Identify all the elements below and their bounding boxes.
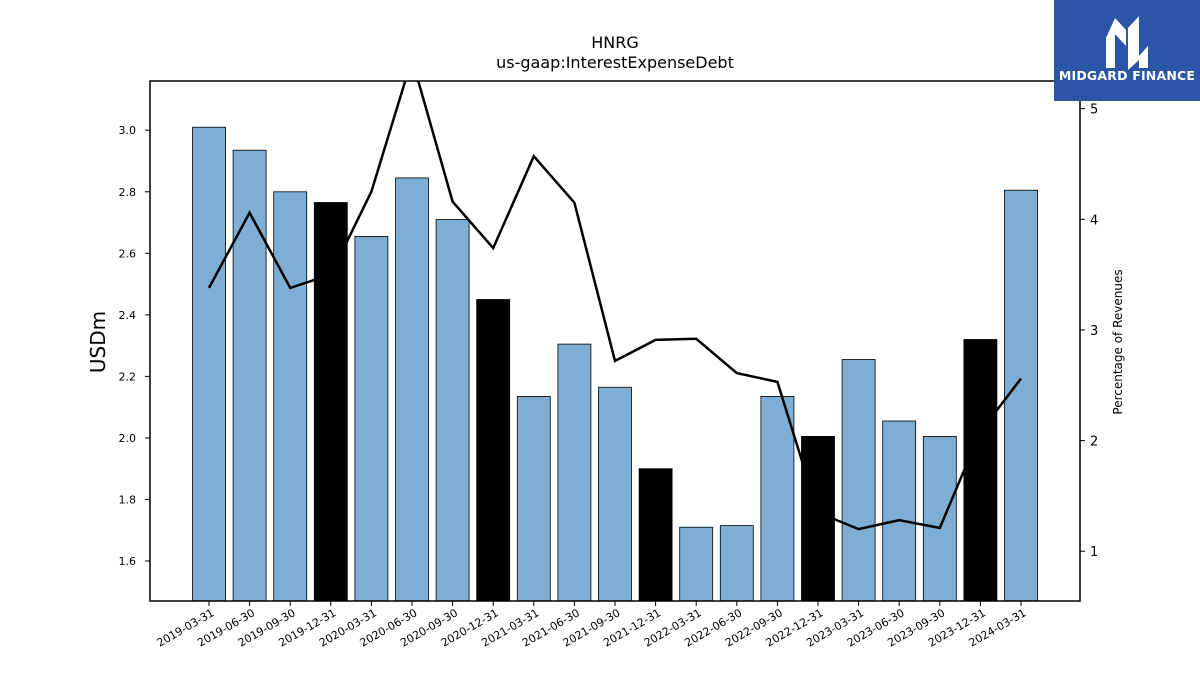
- y-tick-label: 2.8: [119, 186, 137, 199]
- bar: [679, 526, 714, 602]
- bar: [801, 435, 835, 602]
- y-axis: 1.6 1.8 2.0 2.2 2.4 2.6 2.8 3.0: [119, 124, 150, 568]
- y2-axis-label: Percentage of Revenues: [1111, 269, 1125, 414]
- y-tick-label: 2.6: [119, 247, 137, 260]
- bar: [557, 343, 592, 602]
- bar: [313, 202, 348, 602]
- midgard-logo-icon: [1106, 16, 1148, 70]
- bar: [719, 525, 754, 602]
- bar: [516, 395, 551, 602]
- bar: [232, 149, 267, 602]
- bar: [963, 339, 998, 602]
- y2-tick-label: 2: [1090, 435, 1098, 450]
- bar: [760, 395, 795, 602]
- bar: [922, 435, 957, 602]
- midgard-finance-logo: MIDGARD FINANCE: [1054, 0, 1200, 101]
- bar: [435, 219, 470, 602]
- bar: [192, 126, 226, 602]
- bar: [273, 191, 308, 602]
- chart-title: HNRG: [591, 33, 639, 52]
- y2-tick-label: 5: [1090, 103, 1098, 118]
- y2-tick-label: 1: [1090, 545, 1098, 560]
- y2-tick-label: 3: [1090, 324, 1098, 339]
- bar: [476, 299, 511, 602]
- line-group: [207, 81, 1022, 531]
- bar: [354, 235, 389, 602]
- y-tick-label: 1.8: [119, 493, 137, 506]
- bar: [841, 359, 876, 602]
- logo-text: MIDGARD FINANCE: [1058, 68, 1196, 83]
- y-tick-label: 1.6: [119, 555, 137, 568]
- bar: [1004, 189, 1038, 602]
- series-line: [207, 81, 1022, 531]
- y-tick-label: 2.2: [119, 370, 137, 383]
- bar: [638, 468, 673, 602]
- y-tick-label: 2.0: [119, 432, 137, 445]
- y-axis-label: USDm: [86, 311, 110, 373]
- bar: [882, 420, 917, 602]
- y2-tick-label: 4: [1090, 213, 1098, 228]
- chart-subtitle: us-gaap:InterestExpenseDebt: [496, 53, 734, 72]
- x-axis: 2019-03-312019-06-302019-09-302019-12-31…: [155, 601, 1029, 650]
- y2-axis: 1 2 3 4 5: [1080, 103, 1098, 560]
- bar: [395, 177, 429, 602]
- bar: [598, 386, 632, 602]
- y-tick-label: 3.0: [119, 124, 137, 137]
- y-tick-label: 2.4: [119, 309, 137, 322]
- bar-group: [192, 126, 1038, 602]
